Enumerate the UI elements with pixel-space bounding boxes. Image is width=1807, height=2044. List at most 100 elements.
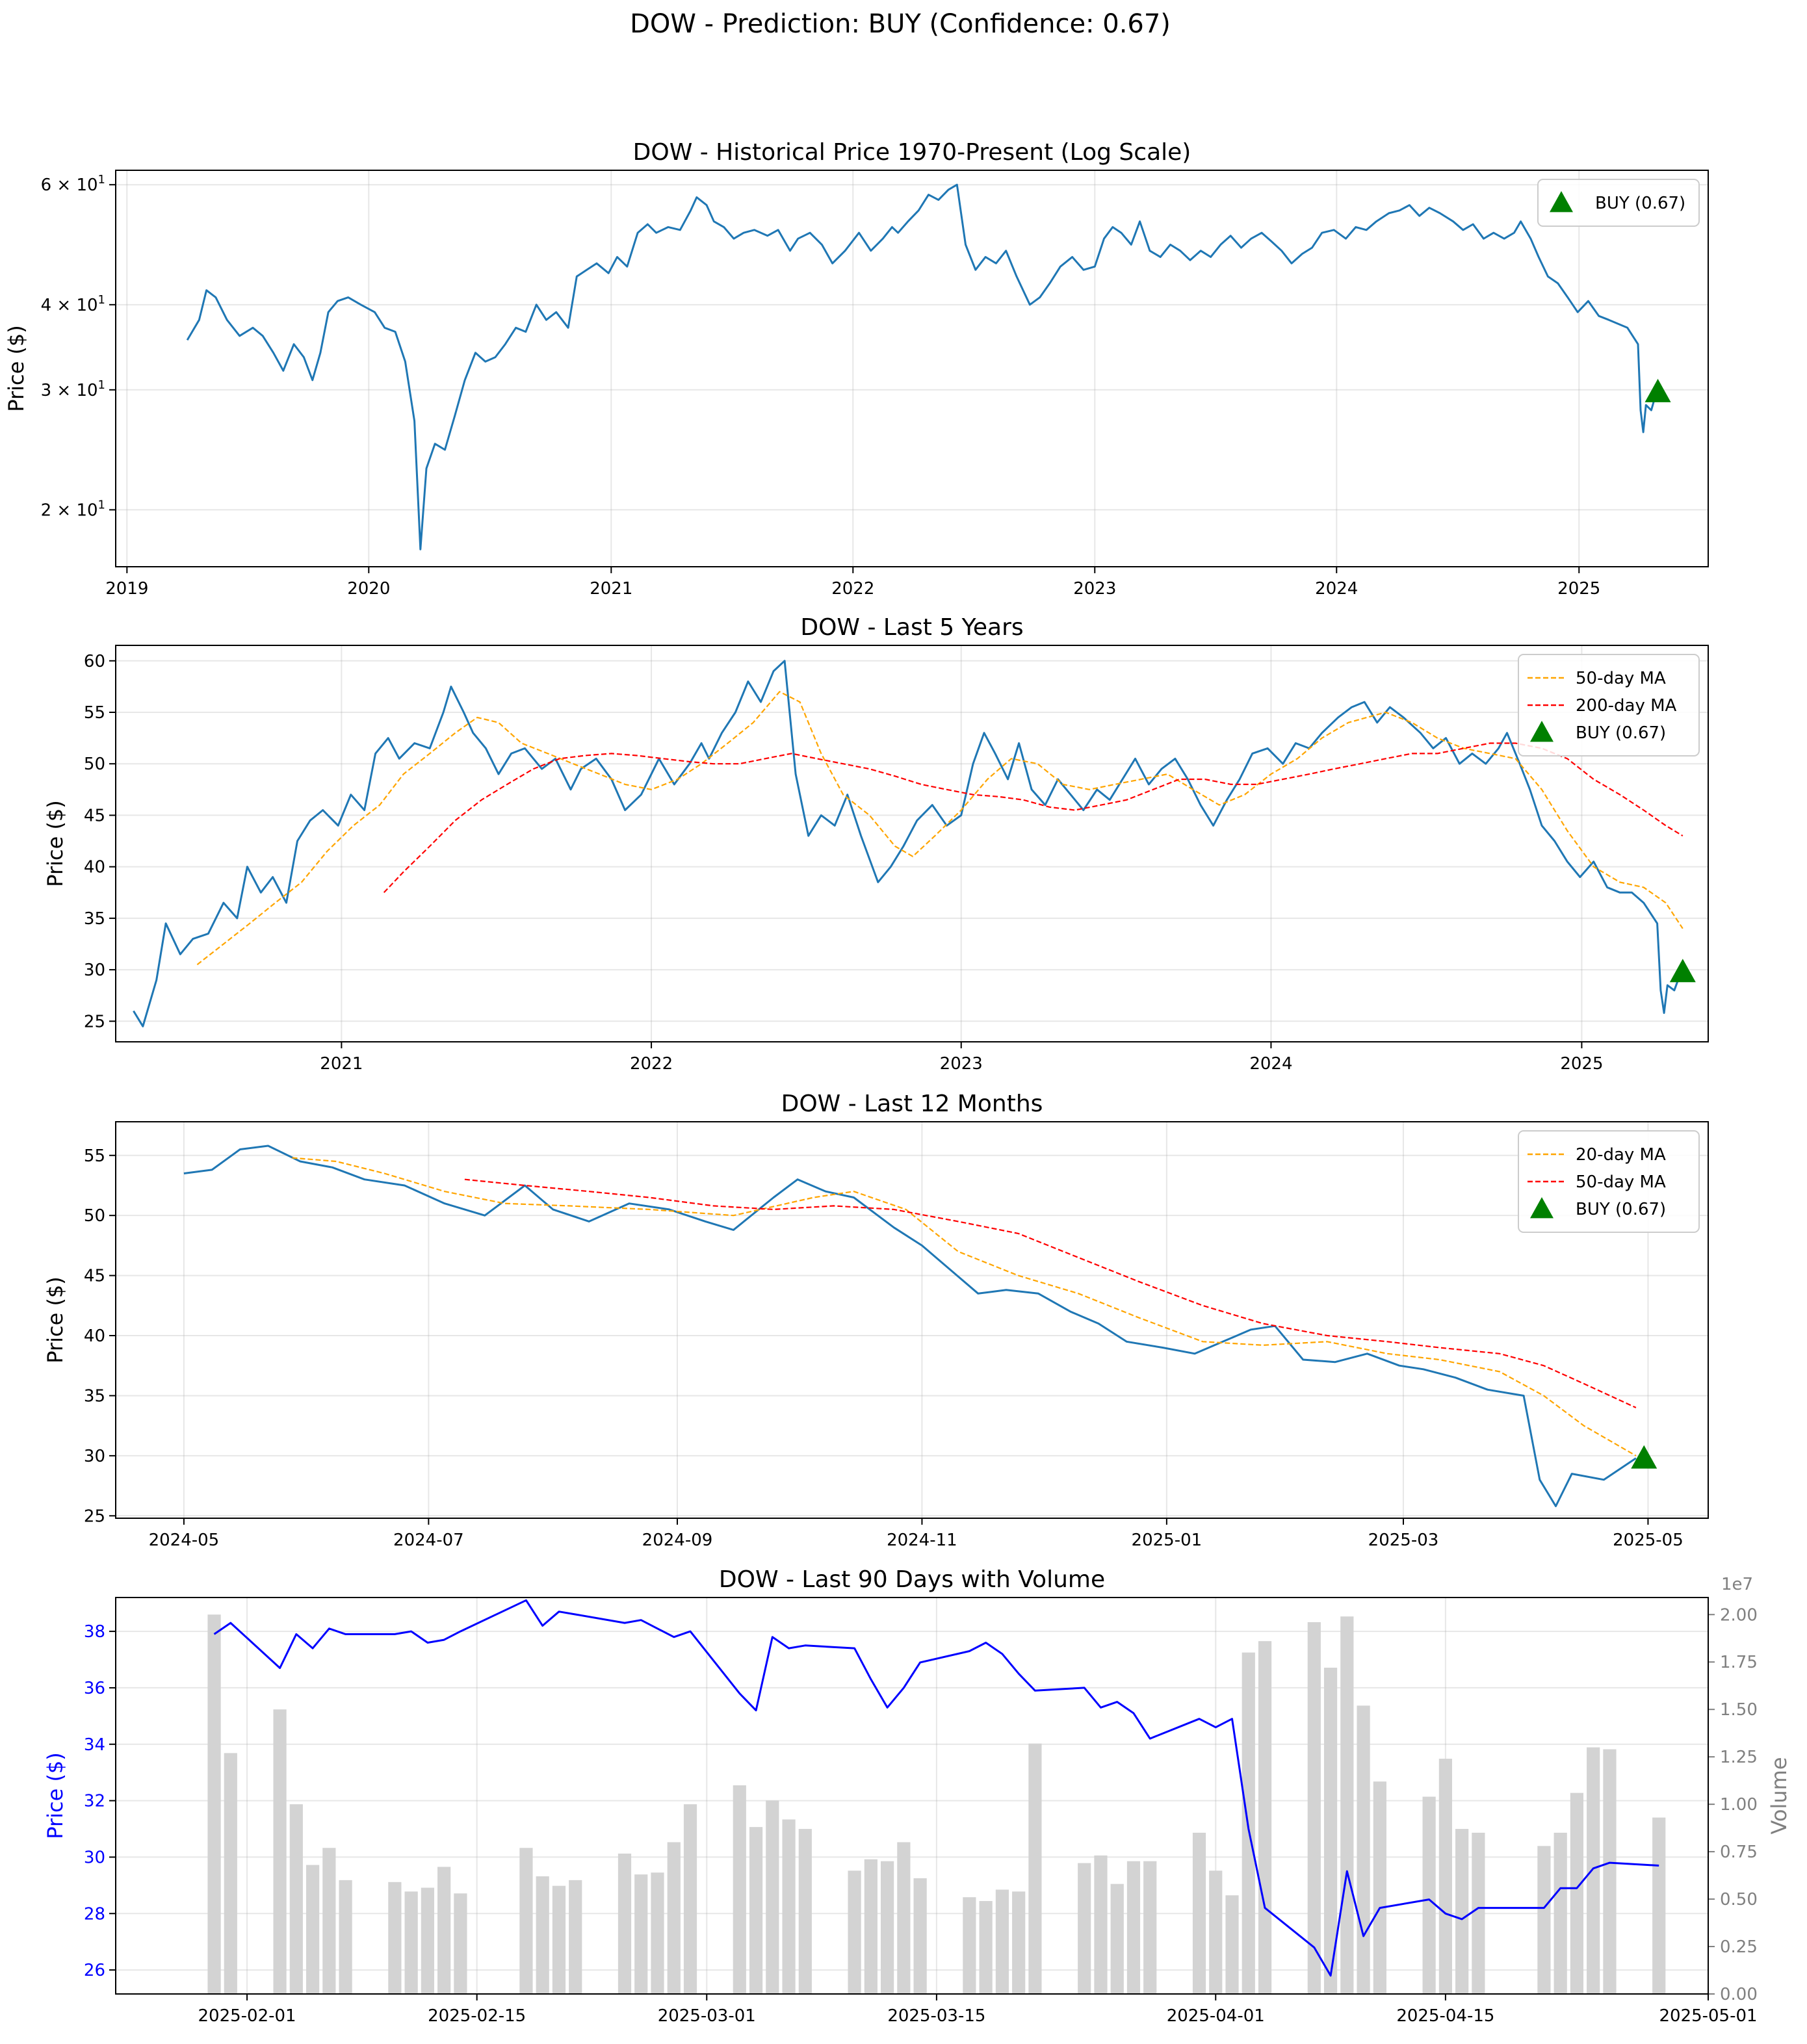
y-axis-label: Price ($) [4, 325, 29, 412]
y-tick-label: 45 [84, 1267, 105, 1286]
x-tick-label: 2025-05-01 [1659, 2006, 1757, 2026]
x-tick-label: 2023 [1073, 579, 1116, 599]
y2-tick-label: 1.25 [1720, 1748, 1758, 1767]
legend-label: BUY (0.67) [1576, 723, 1666, 743]
legend: BUY (0.67) [1537, 179, 1700, 227]
volume-bar [1652, 1817, 1666, 1994]
legend-label: 200-day MA [1576, 696, 1677, 716]
y-tick-label: 6 × 101 [41, 173, 105, 195]
volume-bar [1078, 1863, 1091, 1994]
x-tick-label: 2025-01 [1132, 1531, 1202, 1550]
y-tick-label: 32 [84, 1792, 105, 1811]
buy-marker [1669, 959, 1696, 983]
volume-bar [766, 1800, 779, 1994]
x-tick-label: 2024 [1249, 1054, 1292, 1074]
y-tick-label: 36 [84, 1679, 105, 1698]
y-axis-label: Price ($) [43, 1752, 68, 1839]
buy-marker [1631, 1445, 1658, 1469]
y-tick-exponent: 1 [98, 173, 105, 187]
x-tick-label: 2024-05 [149, 1531, 220, 1550]
volume-bar [1340, 1616, 1354, 1994]
volume-bar [913, 1878, 927, 1994]
y2-tick-label: 1.50 [1720, 1700, 1758, 1720]
x-tick-label: 2025-03-01 [658, 2006, 756, 2026]
volume-bar [1012, 1891, 1026, 1994]
axes-frame [115, 1121, 1709, 1519]
legend-box [1518, 1130, 1700, 1233]
legend-box [1518, 654, 1700, 757]
y-tick-label: 40 [84, 858, 105, 877]
volume-bar [273, 1709, 287, 1994]
panel-2: DOW - Last 5 Years 2021 2022 2023 2024 2025 25… [43, 614, 1709, 1074]
x-tick-label: 2025-04-15 [1396, 2006, 1494, 2026]
figure-suptitle: DOW - Prediction: BUY (Confidence: 0.67) [630, 9, 1171, 39]
y-tick-base: 6 [41, 175, 52, 195]
y-tick-label: 30 [84, 961, 105, 980]
y-tick-label: 60 [84, 652, 105, 671]
volume-bar [1307, 1622, 1321, 1994]
panel-title: DOW - Last 12 Months [781, 1091, 1043, 1117]
legend-marker-icon [1530, 1197, 1554, 1219]
legend-label: BUY (0.67) [1576, 1200, 1666, 1219]
legend: 20-day MA 50-day MA BUY (0.67) [1518, 1130, 1700, 1233]
y-tick-base: 3 [41, 381, 52, 400]
x-tick-label: 2022 [630, 1054, 673, 1074]
volume-bar [1587, 1747, 1600, 1994]
x-tick-label: 2025-03 [1368, 1531, 1439, 1550]
x-tick-label: 2024 [1315, 579, 1358, 599]
volume-bar [322, 1848, 336, 1994]
y-tick-label: 40 [84, 1326, 105, 1346]
y-tick-label: 35 [84, 1386, 105, 1406]
volume-bar [224, 1753, 237, 1994]
y-tick-base: 2 [41, 500, 52, 520]
volume-bar [651, 1872, 664, 1994]
series-line-50-day-ma [464, 1178, 1637, 1408]
y-tick-label: 35 [84, 909, 105, 929]
y-tick-label: 50 [84, 755, 105, 774]
y-tick-label: 4 × 101 [41, 293, 105, 315]
volume-bar [1209, 1870, 1223, 1994]
panel-4: DOW - Last 90 Days with Volume 0.00 0.25 0.… [43, 1566, 1791, 2026]
x-tick-label: 2020 [347, 579, 390, 599]
volume-bar [207, 1614, 221, 1994]
volume-bar [881, 1861, 894, 1994]
volume-bar [1028, 1743, 1042, 1994]
volume-bar [1323, 1667, 1338, 1994]
y-tick-label: 26 [84, 1961, 105, 1980]
volume-bar [1258, 1641, 1272, 1994]
axes-frame [115, 645, 1709, 1042]
volume-bar [404, 1891, 418, 1994]
y-tick-times: × 10 [51, 500, 98, 520]
x-tick-label: 2025 [1557, 579, 1600, 599]
volume-bar [519, 1848, 533, 1994]
y-tick-label: 38 [84, 1622, 105, 1642]
y-tick-label: 28 [84, 1904, 105, 1924]
y-tick-label: 55 [84, 1146, 105, 1166]
volume-bar [1422, 1796, 1436, 1994]
axes-frame [115, 170, 1709, 567]
y2-tick-label: 0.75 [1720, 1843, 1758, 1862]
y-tick-label: 2 × 101 [41, 498, 105, 520]
y-axis-label: Price ($) [43, 1276, 68, 1364]
volume-bar [749, 1827, 763, 1994]
legend-marker-icon [1530, 721, 1554, 742]
y-tick-label: 45 [84, 806, 105, 825]
series-line-price [133, 660, 1682, 1028]
panel-3: DOW - Last 12 Months 2024-05 2024-07 2024-0… [43, 1091, 1709, 1550]
y-tick-label: 34 [84, 1735, 105, 1755]
volume-bar [667, 1842, 681, 1994]
volume-bar [782, 1819, 796, 1994]
volume-bar [421, 1887, 434, 1994]
x-tick-label: 2025-02-15 [428, 2006, 526, 2026]
series-line-price [183, 1145, 1637, 1507]
legend-label: 50-day MA [1576, 1172, 1666, 1192]
volume-bar [733, 1785, 746, 1994]
panel-title: DOW - Historical Price 1970-Present (Log… [633, 139, 1191, 166]
volume-bar [1438, 1759, 1452, 1994]
buy-marker [1644, 378, 1671, 402]
volume-bar [552, 1885, 566, 1994]
volume-bar [1110, 1883, 1124, 1994]
x-tick-label: 2019 [105, 579, 148, 599]
